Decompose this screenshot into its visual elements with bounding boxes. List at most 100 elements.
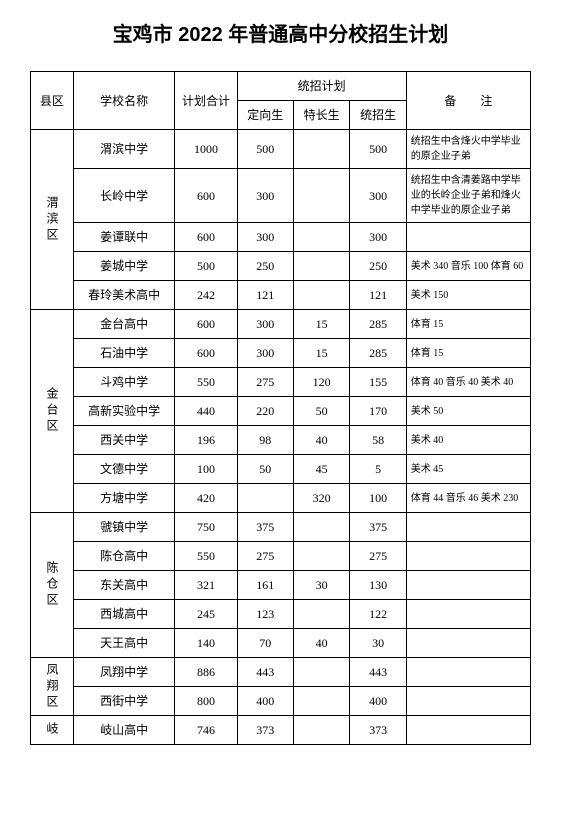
- district-cell: 金台区: [31, 310, 74, 513]
- dx-cell: 300: [237, 223, 293, 252]
- total-cell: 550: [175, 368, 237, 397]
- table-row: 西城高中245123 122: [31, 600, 531, 629]
- header-tz: 统招生: [350, 101, 406, 130]
- table-row: 姜城中学500250250美术 340 音乐 100 体育 60: [31, 252, 531, 281]
- tc-cell: 15: [293, 310, 349, 339]
- tc-cell: 120: [293, 368, 349, 397]
- school-cell: 姜谭联中: [73, 223, 175, 252]
- tc-cell: [293, 252, 349, 281]
- tc-cell: [293, 542, 349, 571]
- tc-cell: [293, 687, 349, 716]
- dx-cell: 300: [237, 310, 293, 339]
- total-cell: 600: [175, 339, 237, 368]
- table-row: 姜谭联中600300300: [31, 223, 531, 252]
- enrollment-table: 县区 学校名称 计划合计 统招计划 备 注 定向生 特长生 统招生 渭滨区渭滨中…: [30, 71, 531, 745]
- tc-cell: 30: [293, 571, 349, 600]
- dx-cell: [237, 484, 293, 513]
- dx-cell: 375: [237, 513, 293, 542]
- total-cell: 750: [175, 513, 237, 542]
- total-cell: 600: [175, 169, 237, 223]
- tz-cell: 5: [350, 455, 406, 484]
- school-cell: 高新实验中学: [73, 397, 175, 426]
- dx-cell: 50: [237, 455, 293, 484]
- school-cell: 虢镇中学: [73, 513, 175, 542]
- remark-cell: [406, 629, 530, 658]
- total-cell: 800: [175, 687, 237, 716]
- tz-cell: 122: [350, 600, 406, 629]
- page-title: 宝鸡市 2022 年普通高中分校招生计划: [30, 18, 531, 47]
- table-row: 西街中学800400400: [31, 687, 531, 716]
- school-cell: 长岭中学: [73, 169, 175, 223]
- tc-cell: 320: [293, 484, 349, 513]
- dx-cell: 250: [237, 252, 293, 281]
- district-cell: 凤翔区: [31, 658, 74, 716]
- dx-cell: 275: [237, 542, 293, 571]
- table-row: 长岭中学600300300统招生中含清姜路中学毕业的长岭企业子弟和烽火中学毕业的…: [31, 169, 531, 223]
- header-district: 县区: [31, 72, 74, 130]
- tz-cell: 285: [350, 310, 406, 339]
- table-row: 东关高中32116130130: [31, 571, 531, 600]
- remark-cell: [406, 223, 530, 252]
- total-cell: 242: [175, 281, 237, 310]
- table-row: 天王高中140704030: [31, 629, 531, 658]
- tz-cell: 100: [350, 484, 406, 513]
- dx-cell: 121: [237, 281, 293, 310]
- remark-cell: 体育 15: [406, 339, 530, 368]
- tz-cell: 170: [350, 397, 406, 426]
- table-row: 春玲美术高中242121121美术 150: [31, 281, 531, 310]
- table-row: 文德中学10050455美术 45: [31, 455, 531, 484]
- tc-cell: [293, 281, 349, 310]
- table-row: 西关中学196984058美术 40: [31, 426, 531, 455]
- remark-cell: 美术 45: [406, 455, 530, 484]
- table-row: 金台区金台高中60030015285体育 15: [31, 310, 531, 339]
- table-row: 高新实验中学44022050170美术 50: [31, 397, 531, 426]
- tz-cell: 250: [350, 252, 406, 281]
- total-cell: 550: [175, 542, 237, 571]
- tz-cell: 373: [350, 716, 406, 745]
- remark-cell: 美术 40: [406, 426, 530, 455]
- remark-cell: [406, 658, 530, 687]
- remark-cell: [406, 716, 530, 745]
- school-cell: 方塘中学: [73, 484, 175, 513]
- total-cell: 140: [175, 629, 237, 658]
- header-total: 计划合计: [175, 72, 237, 130]
- remark-cell: 体育 40 音乐 40 美术 40: [406, 368, 530, 397]
- school-cell: 西街中学: [73, 687, 175, 716]
- header-dx: 定向生: [237, 101, 293, 130]
- remark-cell: 美术 50: [406, 397, 530, 426]
- total-cell: 245: [175, 600, 237, 629]
- header-tc: 特长生: [293, 101, 349, 130]
- remark-cell: 美术 340 音乐 100 体育 60: [406, 252, 530, 281]
- school-cell: 金台高中: [73, 310, 175, 339]
- dx-cell: 123: [237, 600, 293, 629]
- header-school: 学校名称: [73, 72, 175, 130]
- school-cell: 石油中学: [73, 339, 175, 368]
- total-cell: 600: [175, 223, 237, 252]
- total-cell: 321: [175, 571, 237, 600]
- remark-cell: 体育 44 音乐 46 美术 230: [406, 484, 530, 513]
- school-cell: 姜城中学: [73, 252, 175, 281]
- school-cell: 西城高中: [73, 600, 175, 629]
- tz-cell: 30: [350, 629, 406, 658]
- dx-cell: 400: [237, 687, 293, 716]
- total-cell: 1000: [175, 130, 237, 169]
- table-row: 陈仓区虢镇中学750375375: [31, 513, 531, 542]
- tc-cell: [293, 169, 349, 223]
- dx-cell: 220: [237, 397, 293, 426]
- dx-cell: 70: [237, 629, 293, 658]
- total-cell: 196: [175, 426, 237, 455]
- table-row: 石油中学60030015285体育 15: [31, 339, 531, 368]
- dx-cell: 161: [237, 571, 293, 600]
- total-cell: 440: [175, 397, 237, 426]
- remark-cell: [406, 600, 530, 629]
- total-cell: 420: [175, 484, 237, 513]
- tz-cell: 285: [350, 339, 406, 368]
- tc-cell: [293, 223, 349, 252]
- tc-cell: [293, 716, 349, 745]
- district-cell: 陈仓区: [31, 513, 74, 658]
- district-cell: 渭滨区: [31, 130, 74, 310]
- remark-cell: 美术 150: [406, 281, 530, 310]
- table-row: 斗鸡中学550275120155体育 40 音乐 40 美术 40: [31, 368, 531, 397]
- school-cell: 斗鸡中学: [73, 368, 175, 397]
- header-tzplan: 统招计划: [237, 72, 406, 101]
